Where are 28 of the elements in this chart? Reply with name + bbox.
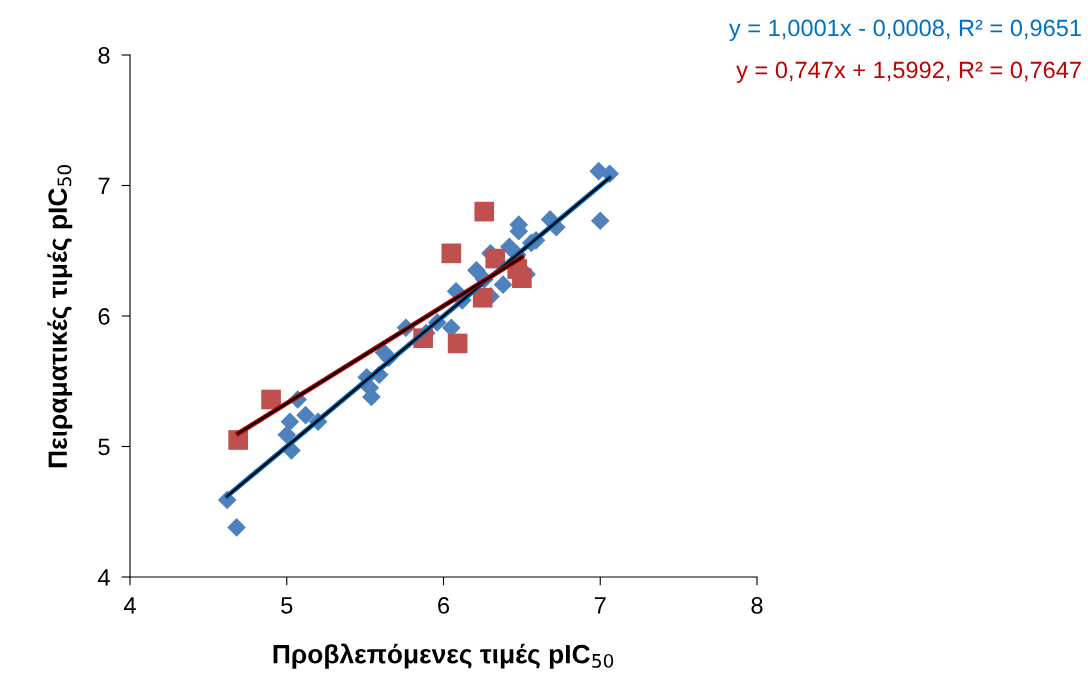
point [493, 275, 513, 294]
y-tick-label: 6 [98, 308, 110, 325]
point [227, 518, 246, 537]
x-tick-label: 5 [281, 597, 293, 614]
x-axis-title: Προβλεπόμενες τιμές pIC$_{50}$ [273, 643, 614, 669]
x-tick-label: 4 [123, 597, 136, 614]
point [467, 261, 486, 280]
point [447, 333, 468, 354]
point [485, 248, 506, 269]
point [472, 287, 493, 308]
point [280, 412, 300, 432]
y-tick-label: 4 [97, 569, 110, 586]
x-tick-label: 8 [751, 597, 763, 614]
y-tick-label: 8 [98, 47, 110, 64]
point [441, 243, 462, 264]
point [590, 211, 610, 231]
x-tick-label: 7 [594, 597, 606, 614]
point [296, 405, 315, 425]
y-axis-title: Πειραματικές τιμές pIC$_{50}$ [47, 165, 73, 468]
y-tick-label: 5 [98, 438, 110, 456]
point [512, 268, 532, 288]
point [277, 425, 297, 445]
point [474, 201, 495, 222]
x-tick-label: 6 [438, 597, 450, 614]
text: y = 1,0001x - 0,0008, R² = 0,9651 [728, 19, 1081, 41]
point [261, 389, 281, 410]
annotation: y = 0,747x + 1,5992, R² = 0,7647 [736, 61, 1081, 83]
y-tick-label: 7 [98, 177, 110, 195]
